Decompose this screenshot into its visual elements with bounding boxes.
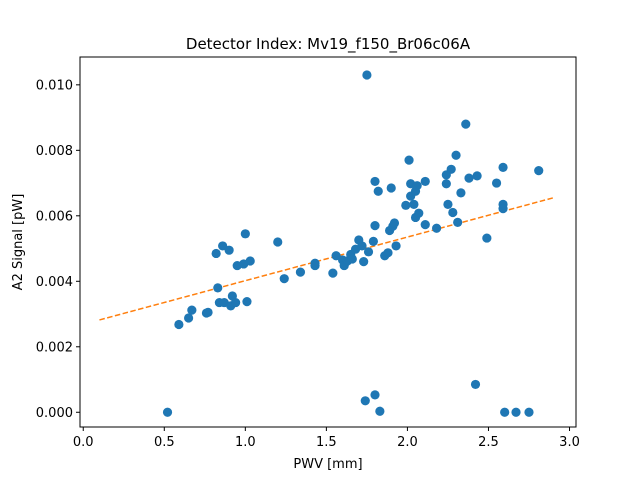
data-point (386, 183, 396, 193)
data-point (328, 268, 338, 278)
data-point (211, 248, 221, 259)
data-point (498, 162, 508, 172)
data-point (383, 248, 393, 258)
data-point (362, 70, 372, 80)
data-point (470, 379, 481, 390)
data-point (451, 150, 461, 160)
chart-title: Detector Index: Mv19_f150_Br06c06A (186, 35, 471, 54)
data-point (443, 199, 453, 209)
data-point (273, 237, 283, 247)
y-axis-label: A2 Signal [pW] (11, 194, 26, 291)
x-tick-label: 2.5 (478, 435, 499, 450)
y-axis-ticks: 0.000 0.002 0.004 0.006 0.008 0.010 (36, 78, 80, 421)
data-point (363, 247, 374, 257)
data-point (213, 283, 223, 293)
x-tick-label: 2.0 (397, 435, 418, 450)
data-point (218, 241, 228, 251)
data-point (420, 176, 430, 187)
y-tick-label: 0.006 (36, 209, 73, 224)
data-point (224, 245, 234, 255)
data-point (498, 204, 508, 214)
data-point (375, 406, 385, 416)
data-point (482, 233, 492, 243)
data-point (245, 256, 255, 266)
data-point (401, 200, 411, 210)
data-point (279, 274, 289, 284)
data-point (420, 220, 430, 230)
data-point (357, 241, 367, 251)
fit-line-layer (99, 197, 554, 321)
x-axis-label: PWV [mm] (293, 457, 362, 472)
data-point (242, 296, 252, 307)
data-point (446, 164, 456, 174)
data-point (331, 251, 341, 261)
data-point (240, 229, 250, 239)
data-point (389, 218, 400, 228)
data-point (414, 208, 424, 218)
data-point (184, 313, 194, 323)
data-point (464, 173, 474, 183)
x-tick-label: 0.5 (154, 435, 175, 450)
y-tick-label: 0.002 (36, 340, 73, 355)
data-point (524, 407, 534, 417)
data-point (448, 207, 458, 218)
data-point (491, 178, 502, 188)
y-tick-label: 0.000 (36, 406, 73, 421)
data-point (432, 223, 442, 233)
x-tick-label: 1.0 (235, 435, 256, 450)
data-point (174, 319, 184, 330)
data-point (453, 217, 463, 227)
y-tick-label: 0.010 (36, 78, 73, 93)
data-point (461, 119, 471, 129)
data-points-layer (162, 70, 544, 417)
data-point (370, 221, 380, 231)
fit-line (99, 197, 554, 321)
y-tick-label: 0.008 (36, 144, 73, 159)
x-tick-label: 0.0 (73, 435, 94, 450)
x-tick-label: 3.0 (559, 435, 580, 450)
data-point (295, 267, 306, 277)
data-point (412, 181, 422, 191)
data-point (511, 407, 521, 417)
data-point (441, 179, 451, 189)
data-point (347, 254, 357, 264)
data-point (368, 236, 378, 246)
data-point (203, 307, 213, 317)
data-point (360, 396, 370, 406)
data-point (500, 407, 510, 417)
data-point (472, 171, 482, 181)
x-tick-label: 1.5 (316, 435, 337, 450)
data-point (373, 186, 383, 196)
data-point (162, 407, 173, 417)
data-point (310, 260, 320, 271)
plot-area (80, 57, 576, 427)
data-point (409, 199, 419, 209)
data-point (231, 297, 241, 308)
y-tick-label: 0.004 (36, 275, 73, 290)
data-point (391, 241, 401, 251)
data-point (370, 176, 380, 187)
data-point (359, 257, 369, 267)
data-point (456, 188, 466, 198)
plot-frame (79, 56, 577, 428)
data-point (404, 155, 414, 165)
data-point (370, 390, 380, 400)
data-point (534, 166, 544, 176)
x-axis-ticks: 0.0 0.5 1.0 1.5 2.0 2.5 3.0 (73, 427, 580, 450)
data-point (187, 305, 197, 315)
